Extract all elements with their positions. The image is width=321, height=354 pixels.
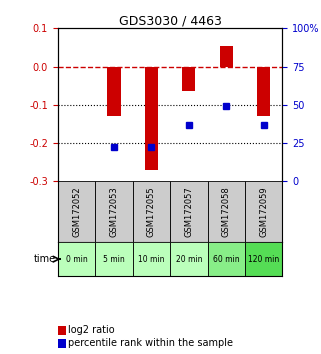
Bar: [182, 67, 195, 91]
Bar: [58, 181, 95, 242]
Text: 120 min: 120 min: [248, 255, 279, 264]
Text: GSM172057: GSM172057: [184, 186, 193, 237]
Bar: [108, 67, 120, 116]
Text: 20 min: 20 min: [176, 255, 202, 264]
Text: GSM172055: GSM172055: [147, 186, 156, 237]
Bar: [257, 67, 270, 116]
Bar: [95, 242, 133, 276]
Text: GSM172052: GSM172052: [72, 186, 81, 237]
Text: 0 min: 0 min: [65, 255, 87, 264]
Text: 10 min: 10 min: [138, 255, 165, 264]
Bar: [133, 242, 170, 276]
Text: percentile rank within the sample: percentile rank within the sample: [68, 338, 233, 348]
Bar: [95, 181, 133, 242]
Bar: [133, 181, 170, 242]
Text: 5 min: 5 min: [103, 255, 125, 264]
Text: GSM172058: GSM172058: [222, 186, 231, 237]
Bar: [220, 46, 233, 67]
Bar: [58, 242, 95, 276]
Text: 60 min: 60 min: [213, 255, 239, 264]
Text: time: time: [34, 254, 56, 264]
Text: log2 ratio: log2 ratio: [68, 325, 115, 335]
Bar: [245, 242, 282, 276]
Bar: [170, 181, 208, 242]
Bar: [208, 181, 245, 242]
Bar: [208, 242, 245, 276]
Text: GSM172059: GSM172059: [259, 186, 268, 237]
Text: GSM172053: GSM172053: [109, 186, 118, 237]
Bar: [245, 181, 282, 242]
Bar: [170, 242, 208, 276]
Bar: [145, 67, 158, 170]
Title: GDS3030 / 4463: GDS3030 / 4463: [119, 14, 221, 27]
